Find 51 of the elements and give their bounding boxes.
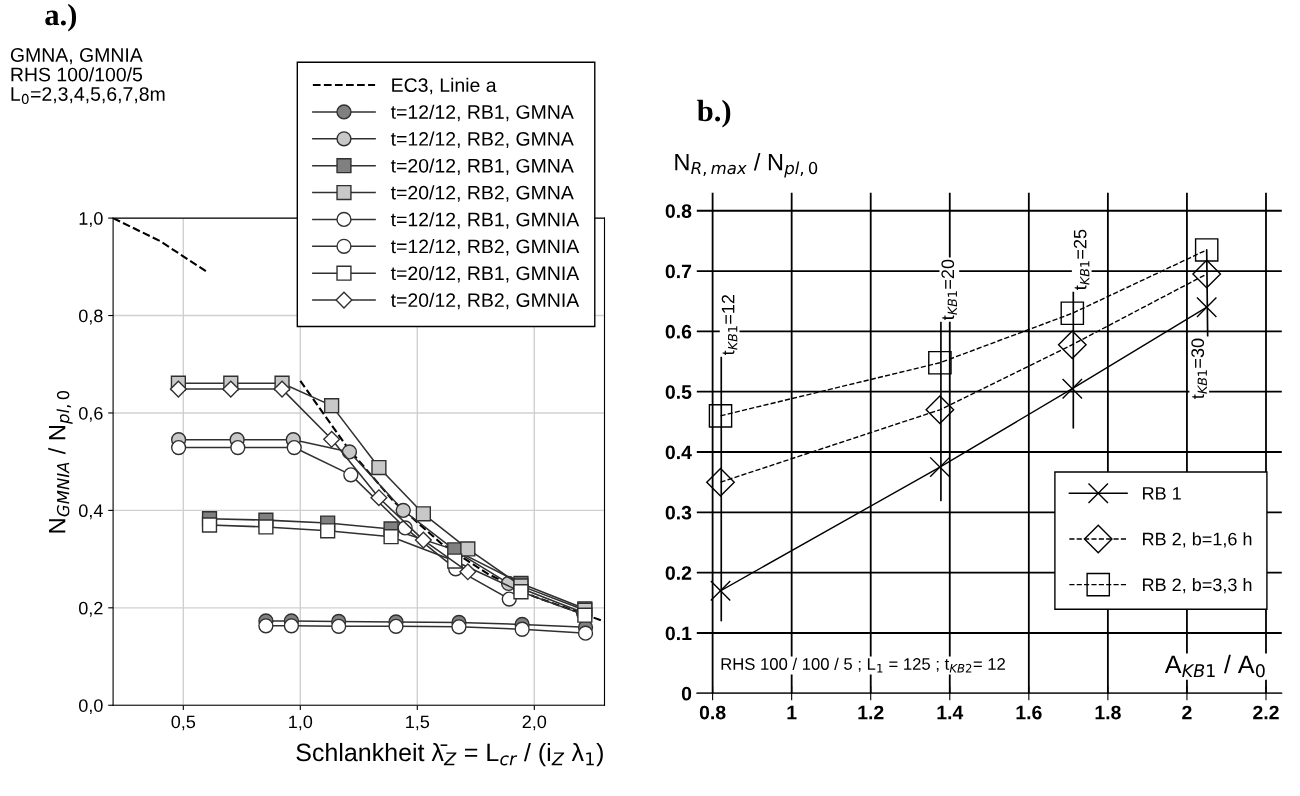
y-tick-label: 0.2: [665, 566, 692, 580]
x-tick-label: 1,0: [289, 715, 313, 731]
legend-label: t=12/12, RB1, GMNIA: [390, 212, 580, 229]
y-tick-label: 0: [681, 686, 692, 701]
legend-label: t=20/12, RB1, GMNIA: [390, 265, 580, 283]
legend-label: RB 2, b=1,6 h: [1143, 532, 1252, 548]
legend-label: EC3, Linie a: [392, 77, 497, 95]
y-tick-label: 0.6: [665, 324, 692, 339]
y-tick-label: 0.7: [665, 264, 692, 279]
y-axis-title: N$_{R,max}$ / N$_{pl,0}$: [675, 153, 818, 178]
annotation: t$_{KB1}$=30: [1191, 338, 1207, 399]
x-tick-label: 1.4: [937, 705, 964, 720]
x-tick-label: 1.6: [1016, 705, 1042, 720]
legend-label: t=20/12, RB1, GMNA: [390, 158, 574, 175]
x-tick-label: 1: [787, 705, 797, 720]
y-tick-label: 0.8: [665, 204, 692, 218]
y-tick-label: 0.1: [665, 626, 692, 641]
y-tick-label: 0.5: [665, 385, 692, 399]
legend-label: t=20/12, RB2, GMNA: [390, 185, 574, 202]
x-tick-label: 2,0: [522, 715, 547, 731]
x-tick-label: 0,5: [171, 715, 196, 731]
y-tick-label: 0,4: [78, 504, 103, 520]
y-axis-title: N$_{GMNIA}$ / N$_{pl,0}$: [48, 390, 73, 533]
y-tick-label: 0,2: [78, 601, 103, 617]
x-tick-label: 1,5: [406, 715, 430, 731]
y-tick-label: 0,0: [78, 699, 103, 715]
x-axis-title: A$_{KB1}$ / A$_{0}$: [1164, 654, 1265, 678]
y-tick-label: 1,0: [79, 212, 103, 227]
x-tick-label: 0.8: [699, 705, 726, 720]
x-tick-label: 2.2: [1253, 705, 1279, 720]
chart-title: b.): [697, 99, 731, 128]
y-tick-label: 0,6: [78, 406, 103, 422]
annotation: t$_{KB1}$=20: [941, 259, 957, 321]
legend-label: t=12/12, RB2, GMNA: [390, 131, 574, 149]
annotation: RHS 100 / 100 / 5 ; L$_{1}$ = 125 ; t$_{KB2}$= 12: [721, 657, 1005, 673]
y-tick-label: 0.4: [665, 445, 692, 460]
chart-title: a.): [45, 3, 77, 32]
legend-label: t=12/12, RB2, GMNIA: [390, 239, 580, 256]
y-tick-label: 0,8: [78, 309, 103, 325]
legend-label: t=12/12, RB1, GMNA: [390, 104, 574, 122]
x-tick-label: 2: [1182, 705, 1192, 720]
text: GMNA, GMNIA RHS 100/100/5 L$_{0}$=2,3,4,5,6,7,8m: [10, 48, 165, 105]
x-tick-label: 1.8: [1095, 705, 1121, 720]
annotation: t$_{KB1}$=12: [721, 294, 738, 356]
x-tick-label: 1.2: [858, 705, 884, 720]
text: Schlankheit λ̄$_{Z}$ = L$_{cr}$ / (i$_{Z}$ λ$_{1}$): [296, 742, 603, 767]
y-tick-label: 0.3: [665, 505, 692, 520]
legend-label: t=20/12, RB2, GMNIA: [390, 292, 580, 310]
legend-label: RB 2, b=3,3 h: [1143, 577, 1252, 594]
legend-label: RB 1: [1143, 487, 1181, 500]
annotation: t$_{KB1}$=25: [1073, 229, 1090, 290]
